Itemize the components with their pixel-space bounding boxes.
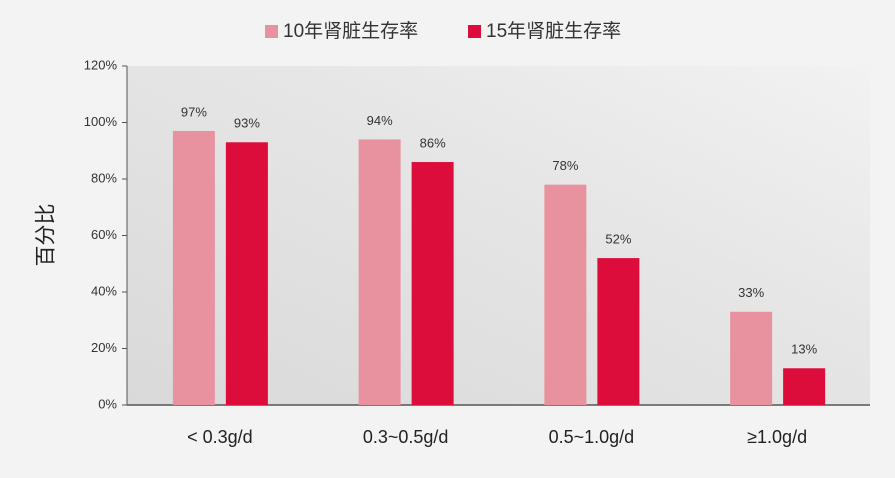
value-label: 86% [420,135,446,150]
bar [597,258,640,405]
y-tick-label: 120% [84,57,118,72]
bar [783,368,826,405]
legend-swatch [265,25,278,38]
value-label: 33% [738,285,764,300]
y-tick-label: 40% [91,283,117,298]
bar [225,142,268,405]
bar [172,130,215,405]
value-label: 13% [791,342,817,357]
value-label: 78% [552,158,578,173]
value-label: 94% [367,113,393,128]
value-label: 52% [605,232,631,247]
x-tick-label: 0.3~0.5g/d [363,427,449,447]
x-tick-label: < 0.3g/d [187,427,253,447]
bar [730,311,773,405]
y-axis-title: 百分比 [35,204,58,267]
legend-label: 10年肾脏生存率 [283,20,418,42]
x-tick-label: ≥1.0g/d [747,427,807,447]
bar [411,162,454,405]
y-tick-label: 0% [98,396,117,411]
legend-label: 15年肾脏生存率 [486,20,621,42]
x-tick-label: 0.5~1.0g/d [549,427,635,447]
legend-swatch [468,25,481,38]
bar [358,139,401,405]
y-tick-label: 100% [84,114,118,129]
y-tick-label: 20% [91,340,117,355]
bar [544,184,587,405]
y-tick-label: 60% [91,227,117,242]
value-label: 93% [234,116,260,131]
value-label: 97% [181,104,207,119]
y-tick-label: 80% [91,170,117,185]
